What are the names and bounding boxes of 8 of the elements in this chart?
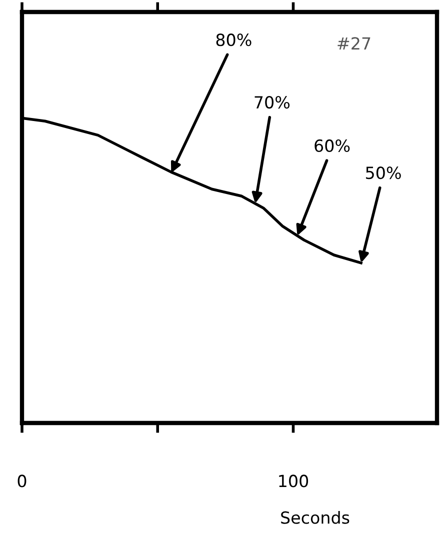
text: #27 — [338, 37, 370, 50]
annotation: 70% — [254, 96, 290, 109]
x-tick-label: 100 — [279, 474, 308, 488]
x-tick-label: 0 — [18, 474, 26, 488]
annotation: 80% — [216, 34, 252, 46]
annotation: 60% — [314, 139, 350, 152]
annotation: 50% — [366, 166, 401, 180]
x-axis-title: Seconds — [281, 511, 350, 524]
